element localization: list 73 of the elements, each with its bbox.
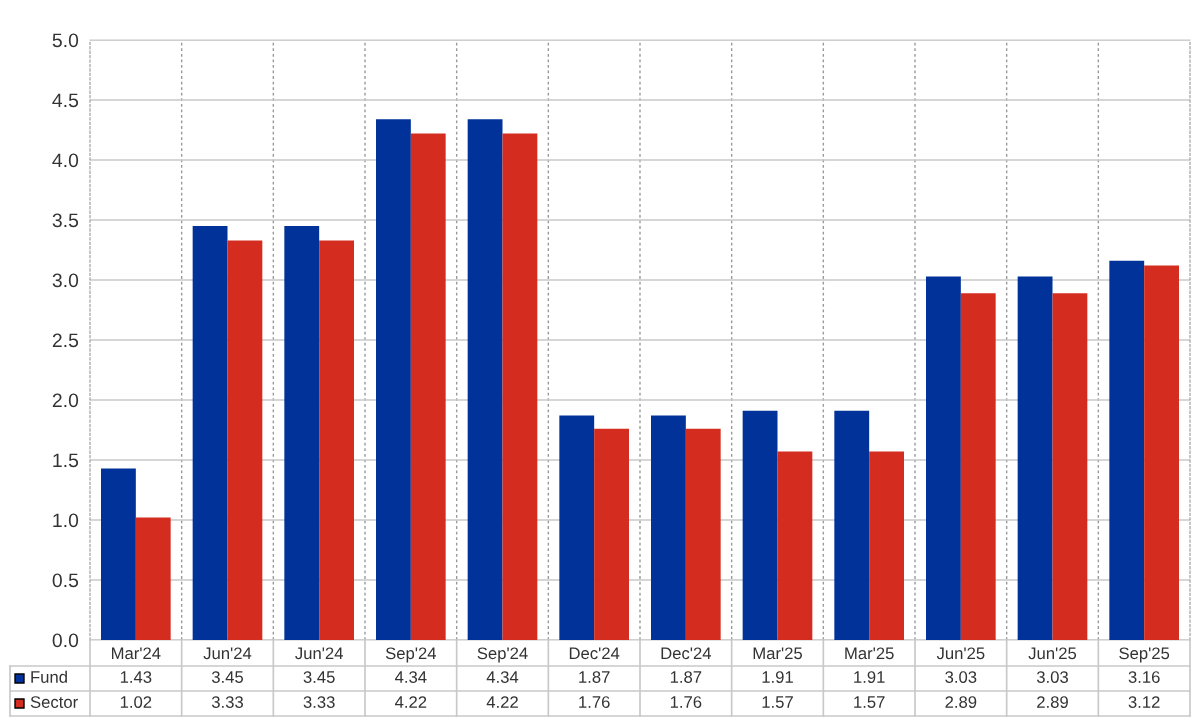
data-label: 3.45 — [211, 671, 244, 683]
y-tick-label: 0.5 — [52, 573, 79, 588]
data-label: 4.22 — [486, 696, 518, 708]
x-tick-label: Jun'25 — [1028, 647, 1077, 660]
y-tick-label: 1.0 — [53, 513, 79, 528]
bar — [410, 133, 446, 640]
x-tick-label: Jun'24 — [203, 647, 252, 660]
bar — [192, 226, 228, 640]
bar — [594, 428, 629, 640]
data-label: 3.45 — [303, 671, 335, 683]
data-label: 4.34 — [486, 671, 519, 683]
y-tick-label: 2.5 — [52, 333, 79, 348]
y-tick-label: 0.0 — [52, 633, 79, 648]
bar — [319, 240, 354, 640]
data-label: 3.16 — [1128, 671, 1160, 683]
x-tick-label: Dec'24 — [569, 647, 620, 660]
bar — [777, 451, 813, 640]
y-tick-label: 2.0 — [52, 393, 79, 408]
y-tick-label: 4.0 — [52, 153, 79, 168]
x-tick-label: Jun'25 — [936, 647, 985, 660]
bar — [376, 119, 411, 640]
data-label: 1.76 — [670, 696, 702, 708]
y-tick-label: 4.5 — [52, 93, 79, 108]
data-label: 1.91 — [762, 671, 793, 683]
bar — [1052, 293, 1088, 640]
y-tick-label: 3.0 — [52, 273, 79, 288]
legend-label: Sector — [30, 696, 78, 708]
data-label: 1.02 — [120, 696, 152, 708]
bar — [1017, 276, 1053, 640]
bar — [960, 293, 996, 640]
data-label: 3.03 — [945, 671, 977, 683]
data-label: 1.43 — [120, 671, 152, 683]
data-label: 3.03 — [1036, 671, 1068, 683]
y-tick-label: 1.5 — [53, 453, 79, 468]
x-tick-label: Sep'25 — [1119, 647, 1170, 663]
y-tick-label: 5.0 — [52, 33, 79, 48]
data-label: 3.12 — [1128, 696, 1160, 708]
data-label: 1.87 — [579, 671, 610, 683]
data-label: 2.89 — [945, 696, 977, 708]
bar — [559, 415, 595, 640]
data-label: 3.33 — [303, 696, 335, 708]
x-tick-label: Dec'24 — [661, 647, 712, 660]
bar — [742, 410, 778, 640]
bar — [502, 133, 538, 640]
legend-label: Fund — [31, 670, 67, 683]
x-tick-label: Mar'25 — [845, 647, 894, 660]
bar — [135, 517, 171, 640]
data-label: 1.57 — [762, 696, 793, 708]
data-label: 1.57 — [854, 696, 885, 708]
bar — [227, 240, 263, 640]
x-tick-label: Sep'24 — [477, 647, 528, 663]
bar — [1144, 265, 1179, 640]
data-label: 3.33 — [211, 696, 243, 708]
data-label: 1.91 — [854, 671, 885, 683]
bar — [101, 468, 136, 640]
y-tick-label: 3.5 — [52, 213, 79, 228]
data-label: 4.34 — [395, 671, 427, 683]
x-tick-label: Jun'24 — [295, 647, 343, 660]
bar — [685, 428, 721, 640]
bar — [869, 451, 904, 640]
data-label: 1.87 — [670, 671, 702, 683]
bar — [834, 410, 870, 640]
x-tick-label: Mar'24 — [111, 647, 161, 660]
x-tick-label: Mar'25 — [753, 647, 803, 660]
bar — [1109, 260, 1145, 640]
data-label: 1.76 — [579, 696, 610, 708]
bar — [651, 415, 686, 640]
bar — [926, 276, 961, 640]
x-tick-label: Sep'24 — [385, 647, 437, 663]
bar — [467, 119, 503, 640]
bar — [284, 226, 320, 640]
data-label: 4.22 — [395, 696, 427, 708]
data-label: 2.89 — [1037, 696, 1068, 708]
